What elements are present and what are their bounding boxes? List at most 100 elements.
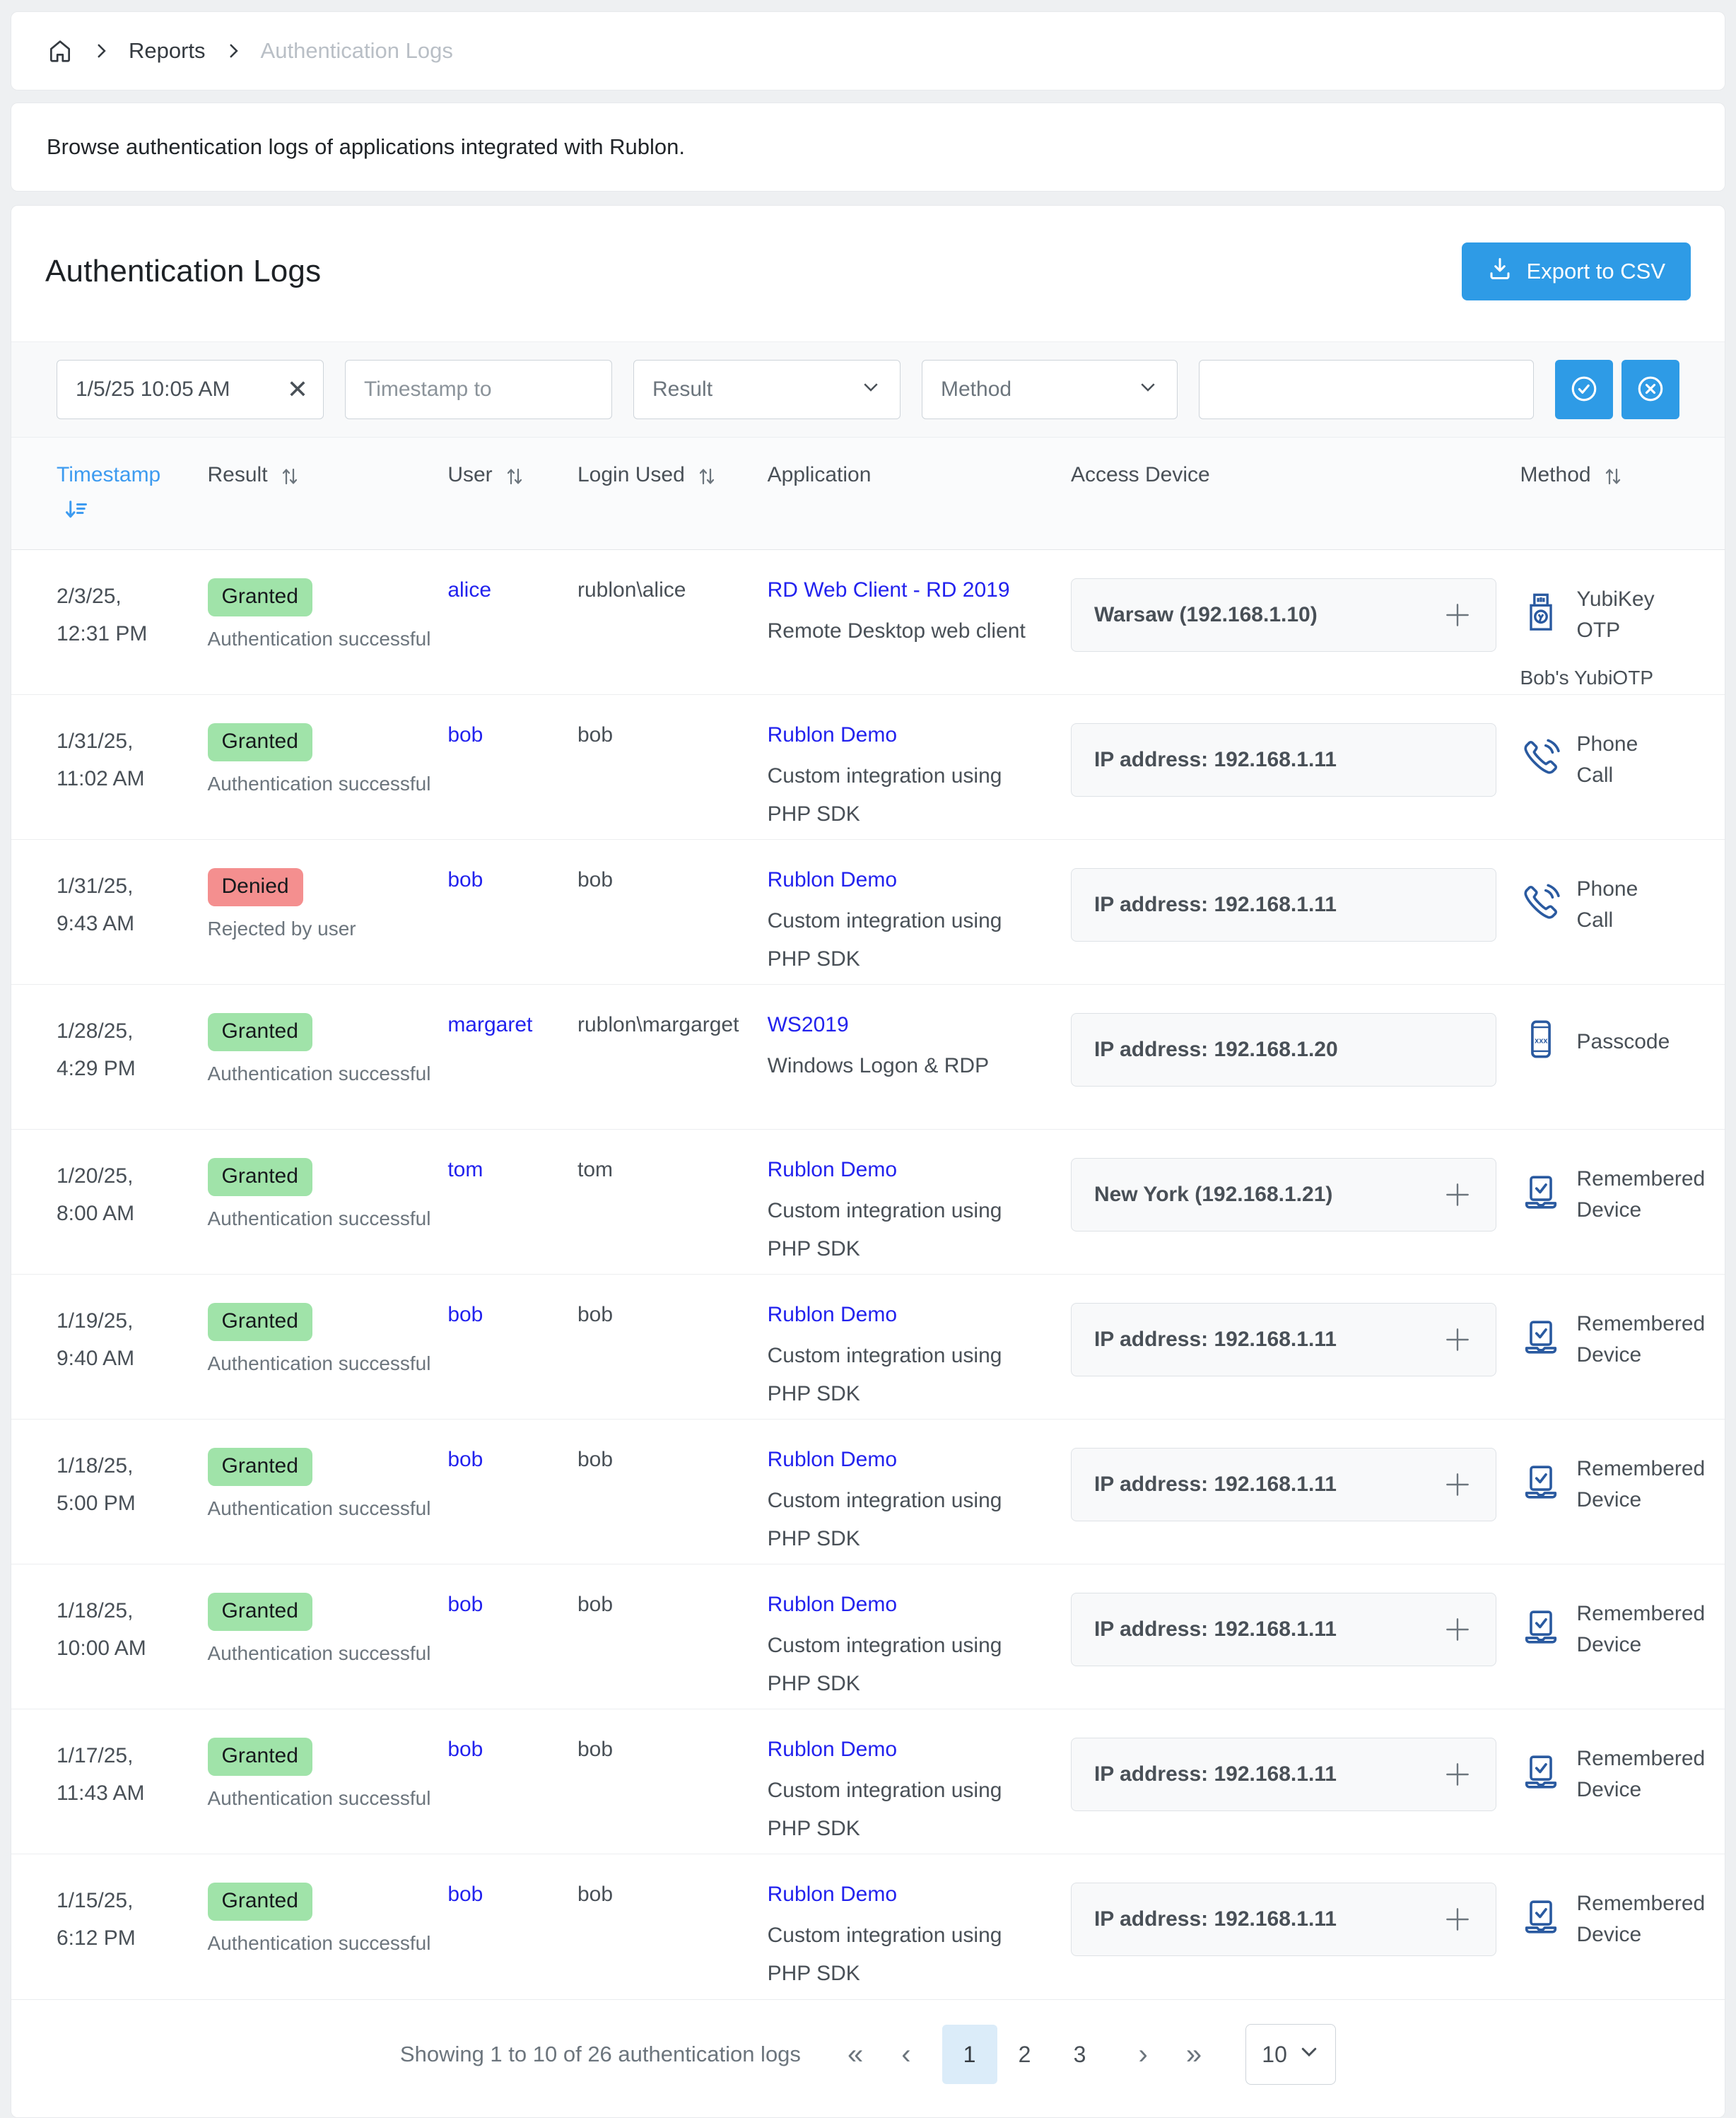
result-filter-select[interactable]: Result <box>633 360 901 419</box>
user-link[interactable]: bob <box>447 1593 483 1616</box>
method-cell: Remembered Device <box>1496 1738 1705 1854</box>
application-link[interactable]: Rublon Demo <box>767 1593 898 1616</box>
method-cell: Remembered Device <box>1496 1883 1705 1999</box>
download-icon <box>1487 256 1513 287</box>
timestamp-cell: 1/18/25, 10:00 AM <box>57 1593 208 1709</box>
timestamp-time: 9:43 AM <box>57 911 135 935</box>
user-link[interactable]: bob <box>447 723 483 747</box>
column-header-result[interactable]: Result <box>208 463 448 528</box>
first-page-button[interactable]: « <box>840 2039 870 2071</box>
result-description: Authentication successful <box>207 1063 431 1084</box>
column-label: Timestamp <box>57 463 161 486</box>
page-title: Authentication Logs <box>45 254 322 288</box>
timestamp-cell: 1/19/25, 9:40 AM <box>57 1303 208 1419</box>
timestamp-time: 10:00 AM <box>57 1636 146 1660</box>
method-cell: Phone Call <box>1496 868 1679 984</box>
method-filter-select[interactable]: Method <box>922 360 1178 419</box>
user-link[interactable]: alice <box>447 578 492 602</box>
access-device-box[interactable]: IP address: 192.168.1.11 <box>1070 1738 1496 1811</box>
access-device-box[interactable]: IP address: 192.168.1.11 <box>1070 1303 1496 1376</box>
user-link[interactable]: margaret <box>447 1013 533 1036</box>
method-label: Remembered Device <box>1576 1747 1706 1801</box>
column-header-user[interactable]: User <box>447 463 577 528</box>
access-device-label: IP address: 192.168.1.11 <box>1093 1907 1337 1931</box>
timestamp-to-input[interactable] <box>345 360 612 419</box>
page-button-1[interactable]: 1 <box>942 2025 997 2084</box>
timestamp-time: 6:12 PM <box>57 1926 136 1950</box>
page-button-2[interactable]: 2 <box>997 2025 1052 2084</box>
access-device-box[interactable]: IP address: 192.168.1.11 <box>1070 1593 1496 1666</box>
timestamp-date: 2/3/25, <box>57 585 122 608</box>
user-cell: bob <box>447 723 577 839</box>
user-link[interactable]: bob <box>447 1738 483 1761</box>
user-cell: bob <box>447 1883 577 1999</box>
access-device-label: IP address: 192.168.1.11 <box>1093 1762 1337 1786</box>
application-cell: Rublon Demo Custom integration using PHP… <box>768 868 1071 984</box>
user-link[interactable]: bob <box>447 868 483 891</box>
result-description: Authentication successful <box>207 1497 431 1519</box>
expand-plus-icon[interactable] <box>1442 1614 1473 1645</box>
sort-updown-icon <box>1602 463 1624 494</box>
application-description: Custom integration using PHP SDK <box>767 1489 1002 1550</box>
clear-filters-button[interactable] <box>1621 360 1679 419</box>
export-to-csv-button[interactable]: Export to CSV <box>1461 242 1691 300</box>
expand-plus-icon[interactable] <box>1442 1324 1473 1355</box>
pagination-summary: Showing 1 to 10 of 26 authentication log… <box>399 2042 801 2066</box>
next-page-button[interactable]: › <box>1132 2039 1155 2071</box>
page-size-select[interactable]: 10 <box>1245 2024 1337 2085</box>
previous-page-button[interactable]: ‹ <box>894 2039 917 2071</box>
home-icon[interactable] <box>47 37 74 64</box>
result-description: Authentication successful <box>207 1932 431 1954</box>
result-description: Authentication successful <box>207 1352 431 1374</box>
access-device-cell: IP address: 192.168.1.11 <box>1070 1738 1496 1854</box>
application-link[interactable]: Rublon Demo <box>767 723 898 747</box>
timestamp-cell: 2/3/25, 12:31 PM <box>57 578 208 694</box>
search-input[interactable] <box>1199 360 1534 419</box>
last-page-button[interactable]: » <box>1179 2039 1209 2071</box>
login-used-cell: rublon\margarget <box>577 1013 739 1036</box>
column-header-method[interactable]: Method <box>1496 463 1679 528</box>
method-label: Passcode <box>1576 1030 1670 1054</box>
login-used-cell: bob <box>577 1883 614 1906</box>
breadcrumb-reports[interactable]: Reports <box>129 38 206 63</box>
expand-plus-icon[interactable] <box>1442 599 1473 631</box>
application-link[interactable]: Rublon Demo <box>767 1738 898 1761</box>
result-badge: Granted <box>207 1883 312 1921</box>
expand-plus-icon[interactable] <box>1442 1179 1473 1210</box>
timestamp-date: 1/18/25, <box>57 1599 134 1622</box>
access-device-box[interactable]: Warsaw (192.168.1.10) <box>1070 578 1496 652</box>
timestamp-cell: 1/17/25, 11:43 AM <box>57 1738 208 1854</box>
application-link[interactable]: WS2019 <box>767 1013 849 1036</box>
user-link[interactable]: bob <box>447 1303 483 1326</box>
column-header-timestamp[interactable]: Timestamp <box>57 463 208 528</box>
expand-plus-icon[interactable] <box>1442 1469 1473 1500</box>
remembered-device-icon <box>1520 1316 1561 1363</box>
login-used-cell: rublon\alice <box>577 578 686 602</box>
access-device-box[interactable]: New York (192.168.1.21) <box>1070 1158 1496 1231</box>
timestamp-from-input[interactable] <box>57 360 324 419</box>
column-label: Result <box>207 463 268 486</box>
access-device-box[interactable]: IP address: 192.168.1.11 <box>1070 1883 1496 1956</box>
expand-plus-icon[interactable] <box>1442 1904 1473 1935</box>
column-header-login-used[interactable]: Login Used <box>577 463 768 528</box>
access-device-box[interactable]: IP address: 192.168.1.11 <box>1070 1448 1496 1521</box>
access-device-label: IP address: 192.168.1.11 <box>1093 1617 1337 1641</box>
result-cell: Granted Authentication successful <box>207 1303 448 1419</box>
application-link[interactable]: Rublon Demo <box>767 868 898 891</box>
expand-plus-icon[interactable] <box>1442 1759 1473 1790</box>
application-link[interactable]: Rublon Demo <box>767 1883 898 1906</box>
access-device-label: IP address: 192.168.1.11 <box>1093 1328 1337 1351</box>
user-link[interactable]: bob <box>447 1883 483 1906</box>
method-cell: Remembered Device <box>1496 1593 1705 1709</box>
page-button-3[interactable]: 3 <box>1052 2025 1108 2084</box>
clear-timestamp-icon[interactable]: ✕ <box>286 375 308 404</box>
application-link[interactable]: Rublon Demo <box>767 1448 898 1471</box>
application-link[interactable]: Rublon Demo <box>767 1303 898 1326</box>
application-link[interactable]: Rublon Demo <box>767 1158 898 1181</box>
apply-filters-button[interactable] <box>1555 360 1613 419</box>
application-link[interactable]: RD Web Client - RD 2019 <box>767 578 1010 602</box>
user-link[interactable]: bob <box>447 1448 483 1471</box>
user-link[interactable]: tom <box>447 1158 483 1181</box>
timestamp-date: 1/19/25, <box>57 1309 134 1333</box>
method-cell: xxx Passcode <box>1496 1013 1679 1129</box>
